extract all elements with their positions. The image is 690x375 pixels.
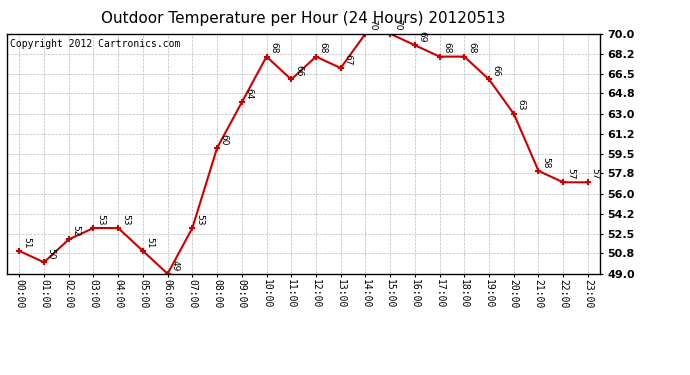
Text: 57: 57 [591, 168, 600, 180]
Text: 49: 49 [170, 260, 179, 271]
Text: 57: 57 [566, 168, 575, 180]
Text: 53: 53 [195, 214, 204, 225]
Text: Copyright 2012 Cartronics.com: Copyright 2012 Cartronics.com [10, 39, 180, 48]
Text: 51: 51 [22, 237, 31, 248]
Text: 66: 66 [492, 65, 501, 76]
Text: 60: 60 [220, 134, 229, 145]
Text: Outdoor Temperature per Hour (24 Hours) 20120513: Outdoor Temperature per Hour (24 Hours) … [101, 11, 506, 26]
Text: 64: 64 [244, 88, 253, 99]
Text: 66: 66 [294, 65, 303, 76]
Text: 63: 63 [517, 99, 526, 111]
Text: 68: 68 [467, 42, 476, 54]
Text: 68: 68 [319, 42, 328, 54]
Text: 70: 70 [368, 20, 377, 31]
Text: 50: 50 [47, 248, 56, 259]
Text: 70: 70 [393, 20, 402, 31]
Text: 51: 51 [146, 237, 155, 248]
Text: 53: 53 [121, 214, 130, 225]
Text: 69: 69 [417, 31, 426, 42]
Text: 53: 53 [96, 214, 105, 225]
Text: 52: 52 [72, 225, 81, 237]
Text: 68: 68 [269, 42, 278, 54]
Text: 58: 58 [541, 157, 550, 168]
Text: 68: 68 [442, 42, 451, 54]
Text: 67: 67 [344, 54, 353, 65]
